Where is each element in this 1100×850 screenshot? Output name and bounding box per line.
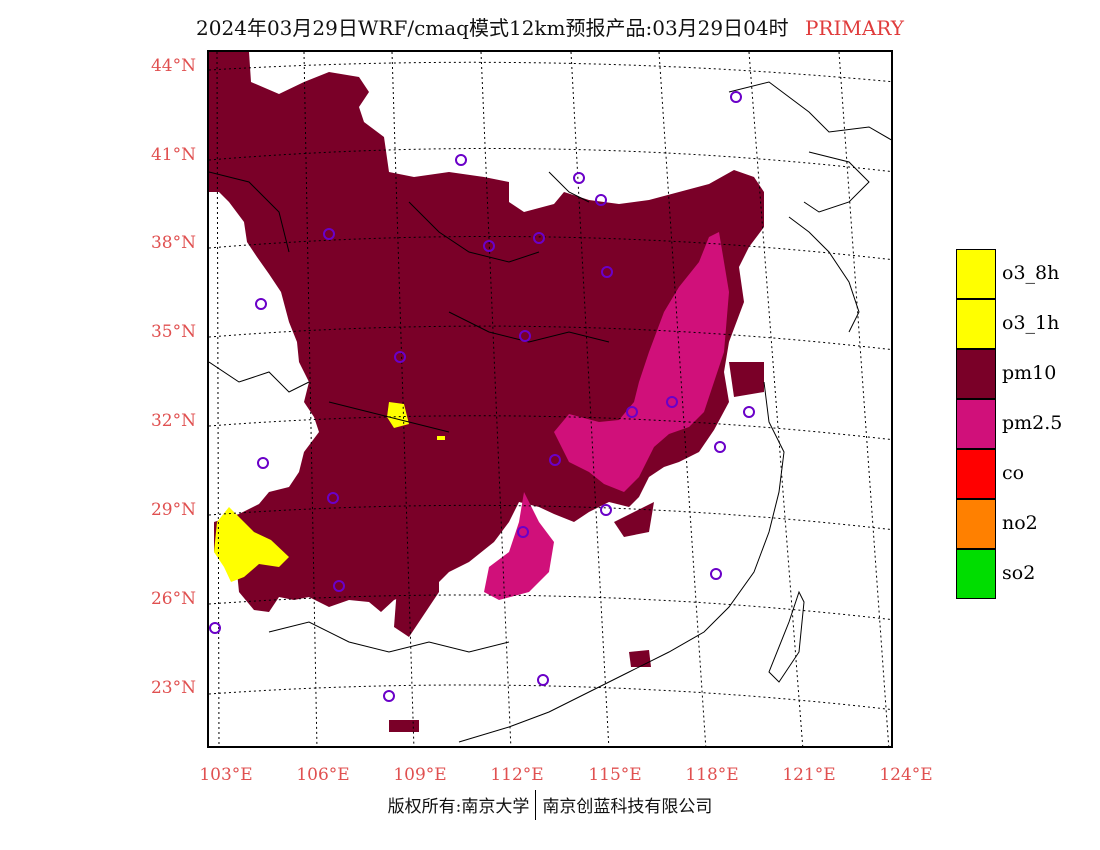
legend-label: so2	[1002, 562, 1036, 584]
footer-left: 版权所有:南京大学	[387, 797, 530, 817]
o3-patch	[214, 507, 289, 582]
lon-label: 112°E	[490, 765, 544, 785]
legend-item-o3-8h: o3_8h	[956, 249, 1096, 299]
legend-item-no2: no2	[956, 499, 1096, 549]
lat-label: 32°N	[150, 411, 196, 431]
lon-label: 106°E	[296, 765, 350, 785]
legend-item-pm25: pm2.5	[956, 399, 1096, 449]
pm10-patch	[629, 650, 651, 667]
title-main: 2024年03月29日WRF/cmaq模式12km预报产品:03月29日04时	[196, 16, 789, 40]
lat-label: 38°N	[150, 233, 196, 253]
lat-label: 35°N	[150, 322, 196, 342]
city-markers	[209, 91, 755, 702]
footer-right: 南京创蓝科技有限公司	[542, 797, 713, 817]
lon-label: 109°E	[393, 765, 447, 785]
lon-label: 124°E	[879, 765, 933, 785]
pm25-patch	[484, 492, 554, 600]
pm10-patch	[209, 60, 239, 112]
pm25-region	[554, 232, 729, 492]
pm10-patch	[394, 552, 439, 637]
o3-patch	[437, 436, 445, 440]
legend-label: o3_8h	[1002, 262, 1060, 284]
legend-swatch	[956, 449, 996, 499]
legend-item-pm10: pm10	[956, 349, 1096, 399]
title-primary-tag: PRIMARY	[804, 16, 904, 40]
legend-swatch	[956, 249, 996, 299]
pm10-patch	[614, 502, 654, 537]
copyright-footer: 版权所有:南京大学 南京创蓝科技有限公司	[0, 790, 1100, 820]
lat-label: 23°N	[150, 678, 196, 698]
pm10-patch	[389, 720, 419, 732]
boundaries	[209, 81, 891, 743]
lon-label: 121°E	[782, 765, 836, 785]
legend-swatch	[956, 549, 996, 599]
lon-label: 103°E	[199, 765, 253, 785]
legend-label: pm2.5	[1002, 412, 1063, 434]
lat-label: 26°N	[150, 589, 196, 609]
map-title: 2024年03月29日WRF/cmaq模式12km预报产品:03月29日04时 …	[0, 12, 1100, 41]
legend-swatch	[956, 349, 996, 399]
legend-item-co: co	[956, 449, 1096, 499]
legend-label: pm10	[1002, 362, 1057, 384]
graticule	[209, 52, 891, 746]
footer-separator	[535, 790, 537, 820]
lon-label: 118°E	[685, 765, 739, 785]
legend-label: co	[1002, 462, 1025, 484]
legend-label: no2	[1002, 512, 1038, 534]
pollution-map	[209, 52, 891, 746]
pm10-patch	[269, 484, 339, 547]
map-canvas[interactable]	[207, 50, 893, 748]
lat-label: 29°N	[150, 500, 196, 520]
legend-swatch	[956, 399, 996, 449]
lon-label: 115°E	[588, 765, 642, 785]
legend-swatch	[956, 299, 996, 349]
pm10-patch	[729, 362, 764, 397]
legend-label: o3_1h	[1002, 312, 1060, 334]
lat-label: 44°N	[150, 56, 196, 76]
legend-swatch	[956, 499, 996, 549]
legend-item-so2: so2	[956, 549, 1096, 599]
legend-item-o3-1h: o3_1h	[956, 299, 1096, 349]
lat-label: 41°N	[150, 145, 196, 165]
